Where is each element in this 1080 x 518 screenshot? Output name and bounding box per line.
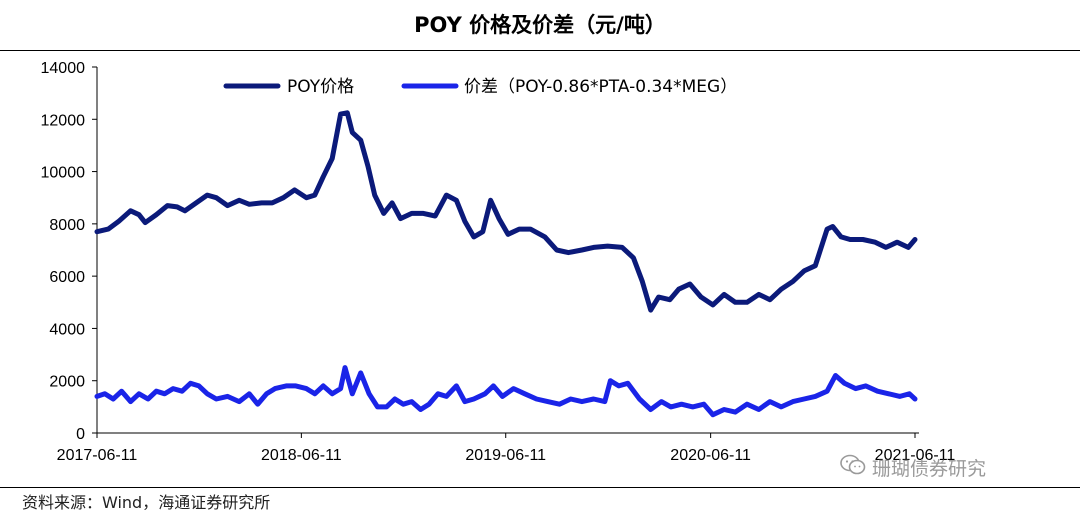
legend-label-1: POY价格 — [287, 77, 354, 97]
x-tick-label: 2018-06-11 — [261, 447, 342, 464]
title-rule — [0, 50, 1080, 51]
watermark-text: 珊瑚债券研究 — [872, 458, 987, 480]
x-tick-label: 2020-06-11 — [670, 447, 751, 464]
y-tick-label: 0 — [76, 426, 85, 443]
x-tick-label: 2017-06-11 — [57, 447, 138, 464]
y-tick-label: 8000 — [49, 217, 85, 234]
series-layer — [94, 110, 918, 418]
series-line-2 — [94, 365, 918, 418]
x-tick-label: 2021-06-11 — [875, 447, 956, 464]
y-tick-label: 4000 — [49, 321, 85, 338]
y-tick-label: 10000 — [41, 165, 86, 182]
wechat-icon — [840, 454, 866, 485]
legend: POY价格 价差（POY-0.86*PTA-0.34*MEG） — [223, 77, 737, 97]
footer-rule — [0, 487, 1080, 488]
x-tick-label: 2019-06-11 — [465, 447, 546, 464]
chart-title: POY 价格及价差（元/吨） — [414, 13, 666, 37]
watermark: 珊瑚债券研究 — [840, 454, 986, 484]
source-note: 资料来源：Wind，海通证券研究所 — [22, 493, 271, 512]
y-tick-label: 14000 — [41, 60, 86, 77]
chart-area: 0 2000 4000 6000 8000 10000 12000 14000 2017-06-… — [41, 60, 956, 464]
y-tick-label: 2000 — [49, 374, 85, 391]
series-line-1 — [94, 110, 918, 313]
y-tick-label: 6000 — [49, 269, 85, 286]
axes: 0 2000 4000 6000 8000 10000 12000 14000 2017-06-… — [41, 60, 956, 464]
y-tick-label: 12000 — [41, 112, 86, 129]
legend-label-2: 价差（POY-0.86*PTA-0.34*MEG） — [464, 77, 737, 97]
